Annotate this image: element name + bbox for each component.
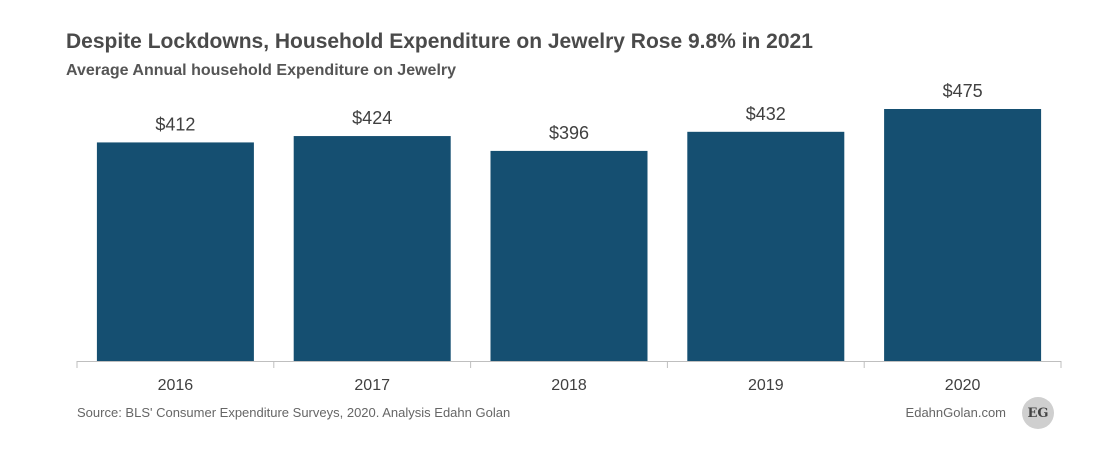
- data-label-2017: $424: [352, 108, 392, 128]
- x-tick-2020: 2020: [945, 377, 981, 394]
- data-label-2016: $412: [155, 114, 195, 134]
- data-label-2018: $396: [549, 123, 589, 143]
- x-tick-2019: 2019: [748, 377, 784, 394]
- site-link[interactable]: EdahnGolan.com: [905, 405, 1006, 420]
- x-tick-2016: 2016: [158, 377, 194, 394]
- data-label-2019: $432: [746, 104, 786, 124]
- x-tick-2017: 2017: [354, 377, 390, 394]
- chart-title: Despite Lockdowns, Household Expenditure…: [66, 30, 813, 53]
- x-tick-2018: 2018: [551, 377, 587, 394]
- bar-2020: [884, 109, 1042, 361]
- bar-2017: [293, 136, 451, 361]
- source-note: Source: BLS' Consumer Expenditure Survey…: [77, 405, 511, 420]
- eg-logo: EG: [1022, 397, 1054, 429]
- data-label-2020: $475: [943, 81, 983, 101]
- bar-2019: [687, 131, 845, 361]
- bar-2018: [490, 150, 648, 361]
- bar-2016: [96, 142, 254, 361]
- chart-subtitle: Average Annual household Expenditure on …: [66, 62, 457, 79]
